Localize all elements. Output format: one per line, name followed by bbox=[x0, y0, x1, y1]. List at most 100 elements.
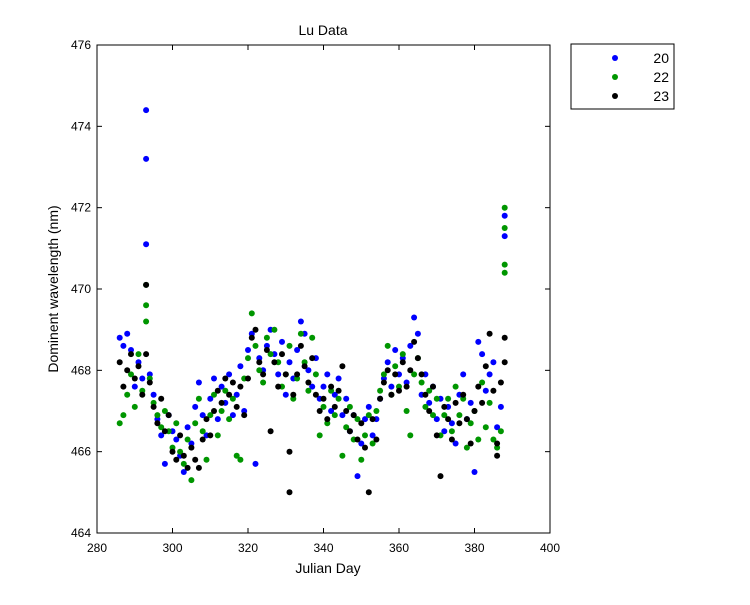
data-point-series-23 bbox=[422, 391, 429, 398]
x-tick-label: 300 bbox=[162, 541, 182, 555]
data-point-series-23 bbox=[331, 403, 338, 410]
data-point-series-23 bbox=[482, 363, 489, 370]
data-point-series-23 bbox=[426, 408, 433, 414]
data-point-series-23 bbox=[279, 351, 285, 358]
data-point-series-20 bbox=[226, 371, 233, 378]
data-point-series-22 bbox=[441, 412, 448, 419]
data-point-series-22 bbox=[399, 351, 406, 358]
data-point-series-22 bbox=[411, 371, 418, 378]
y-tick-label: 464 bbox=[71, 526, 91, 540]
data-point-series-23 bbox=[358, 420, 365, 427]
data-point-series-22 bbox=[248, 310, 255, 317]
data-point-series-22 bbox=[143, 302, 150, 309]
data-point-series-20 bbox=[354, 473, 361, 480]
data-point-series-23 bbox=[173, 456, 180, 463]
data-point-series-22 bbox=[335, 395, 342, 402]
data-point-series-20 bbox=[452, 440, 459, 447]
data-point-series-20 bbox=[199, 412, 206, 419]
data-point-series-23 bbox=[195, 464, 202, 471]
data-point-series-22 bbox=[377, 387, 384, 394]
data-point-series-23 bbox=[316, 408, 323, 414]
data-point-series-23 bbox=[430, 383, 436, 390]
data-point-series-22 bbox=[328, 387, 335, 394]
data-point-series-22 bbox=[188, 477, 195, 484]
data-point-series-22 bbox=[407, 432, 414, 439]
data-point-series-23 bbox=[226, 391, 233, 398]
data-point-series-20 bbox=[263, 342, 270, 349]
data-point-series-20 bbox=[173, 436, 180, 443]
data-point-series-23 bbox=[169, 448, 176, 455]
data-point-series-20 bbox=[188, 440, 195, 447]
data-point-series-23 bbox=[286, 448, 293, 455]
data-point-series-20 bbox=[490, 359, 497, 366]
data-point-series-22 bbox=[486, 399, 493, 406]
data-point-series-20 bbox=[441, 428, 448, 435]
x-axis-label: Julian Day bbox=[295, 560, 360, 576]
data-point-series-20 bbox=[414, 330, 421, 337]
data-point-series-23 bbox=[229, 379, 236, 386]
data-point-series-23 bbox=[328, 383, 335, 390]
data-point-series-22 bbox=[380, 371, 387, 378]
legend-marker-22 bbox=[612, 74, 618, 80]
data-point-series-23 bbox=[501, 359, 508, 366]
data-point-series-23 bbox=[414, 355, 421, 362]
data-point-series-23 bbox=[467, 440, 474, 447]
data-point-series-23 bbox=[479, 399, 486, 406]
data-point-series-20 bbox=[343, 395, 350, 402]
data-point-series-20 bbox=[339, 412, 346, 419]
data-point-series-23 bbox=[192, 456, 199, 463]
data-point-series-20 bbox=[286, 359, 293, 366]
data-point-series-23 bbox=[233, 403, 240, 410]
data-point-series-20 bbox=[331, 391, 338, 398]
data-point-series-22 bbox=[301, 359, 308, 366]
data-point-series-23 bbox=[275, 383, 282, 390]
data-point-series-22 bbox=[297, 330, 304, 337]
data-point-series-23 bbox=[452, 399, 459, 406]
data-point-series-23 bbox=[135, 363, 142, 370]
data-point-series-22 bbox=[501, 269, 508, 276]
data-point-series-23 bbox=[294, 371, 301, 378]
data-point-series-22 bbox=[482, 424, 489, 431]
data-point-series-22 bbox=[260, 379, 267, 386]
data-point-series-20 bbox=[256, 355, 263, 362]
data-point-series-22 bbox=[116, 420, 123, 427]
data-point-series-20 bbox=[501, 233, 508, 240]
data-point-series-22 bbox=[362, 432, 368, 439]
data-point-series-20 bbox=[384, 359, 391, 366]
data-point-series-20 bbox=[365, 403, 372, 410]
data-point-series-23 bbox=[373, 436, 380, 443]
data-point-series-20 bbox=[358, 440, 365, 447]
data-point-series-23 bbox=[290, 391, 297, 398]
data-point-series-22 bbox=[463, 444, 470, 451]
data-point-series-20 bbox=[241, 408, 248, 414]
data-point-series-23 bbox=[399, 359, 406, 366]
data-point-series-23 bbox=[354, 436, 361, 443]
data-point-series-20 bbox=[501, 212, 508, 219]
data-point-series-22 bbox=[154, 412, 161, 419]
data-points bbox=[116, 107, 508, 496]
data-point-series-23 bbox=[177, 432, 184, 439]
data-point-series-23 bbox=[143, 281, 150, 288]
data-point-series-23 bbox=[320, 395, 327, 402]
data-point-series-22 bbox=[169, 444, 176, 451]
data-point-series-22 bbox=[195, 395, 202, 402]
data-point-series-20 bbox=[448, 420, 455, 427]
data-point-series-22 bbox=[479, 379, 486, 386]
data-point-series-22 bbox=[426, 387, 433, 394]
data-point-series-20 bbox=[143, 241, 150, 248]
data-point-series-20 bbox=[158, 432, 165, 439]
data-point-series-20 bbox=[407, 342, 414, 349]
data-point-series-20 bbox=[116, 334, 123, 341]
data-point-series-22 bbox=[192, 420, 199, 427]
data-point-series-23 bbox=[188, 444, 195, 451]
legend-label-22: 22 bbox=[653, 69, 669, 85]
data-point-series-20 bbox=[324, 371, 331, 378]
data-point-series-22 bbox=[312, 371, 319, 378]
data-point-series-23 bbox=[158, 395, 165, 402]
x-tick-label: 360 bbox=[389, 541, 409, 555]
data-point-series-20 bbox=[282, 391, 289, 398]
data-point-series-20 bbox=[143, 107, 150, 114]
data-point-series-23 bbox=[184, 464, 191, 471]
